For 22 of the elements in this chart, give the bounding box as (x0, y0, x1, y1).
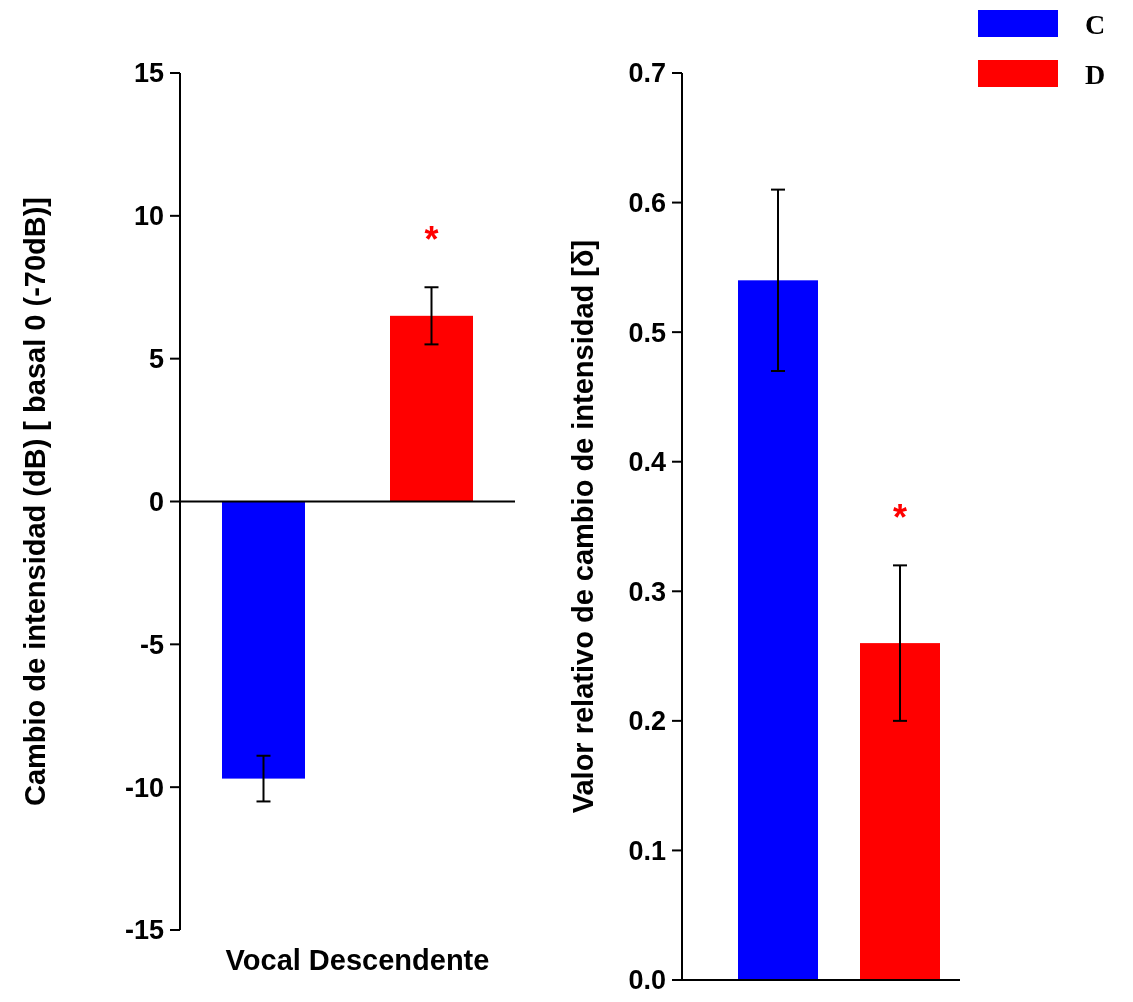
y-tick-label: 5 (148, 344, 164, 375)
x-axis-title: Vocal Descendente (225, 944, 490, 976)
y-tick-label: -15 (124, 915, 164, 946)
y-tick-label: 0.2 (628, 706, 666, 737)
legend-label: C (1085, 8, 1106, 40)
y-tick-label: -10 (124, 772, 164, 803)
annotation: * (892, 497, 908, 539)
y-axis-title: Valor relativo de cambio de intensidad [δ] (567, 239, 600, 814)
y-tick-label: 0.1 (628, 835, 666, 866)
y-tick-label: 0.3 (628, 576, 666, 607)
y-tick-label: 0.5 (628, 317, 666, 348)
y-tick-label: 0.7 (628, 58, 666, 89)
y-tick-label: 10 (133, 201, 164, 232)
y-tick-label: 15 (133, 58, 164, 89)
annotation: * (424, 219, 439, 261)
y-axis-title: Cambio de intensidad (dB) [ basal 0 (-70dB)] (19, 196, 52, 807)
y-tick-label: 0.4 (628, 447, 666, 478)
legend-label: D (1085, 58, 1106, 90)
y-tick-label: 0 (148, 486, 164, 517)
y-tick-label: -5 (139, 629, 164, 660)
y-tick-label: 0.6 (628, 188, 666, 219)
y-tick-label: 0.0 (628, 965, 666, 996)
